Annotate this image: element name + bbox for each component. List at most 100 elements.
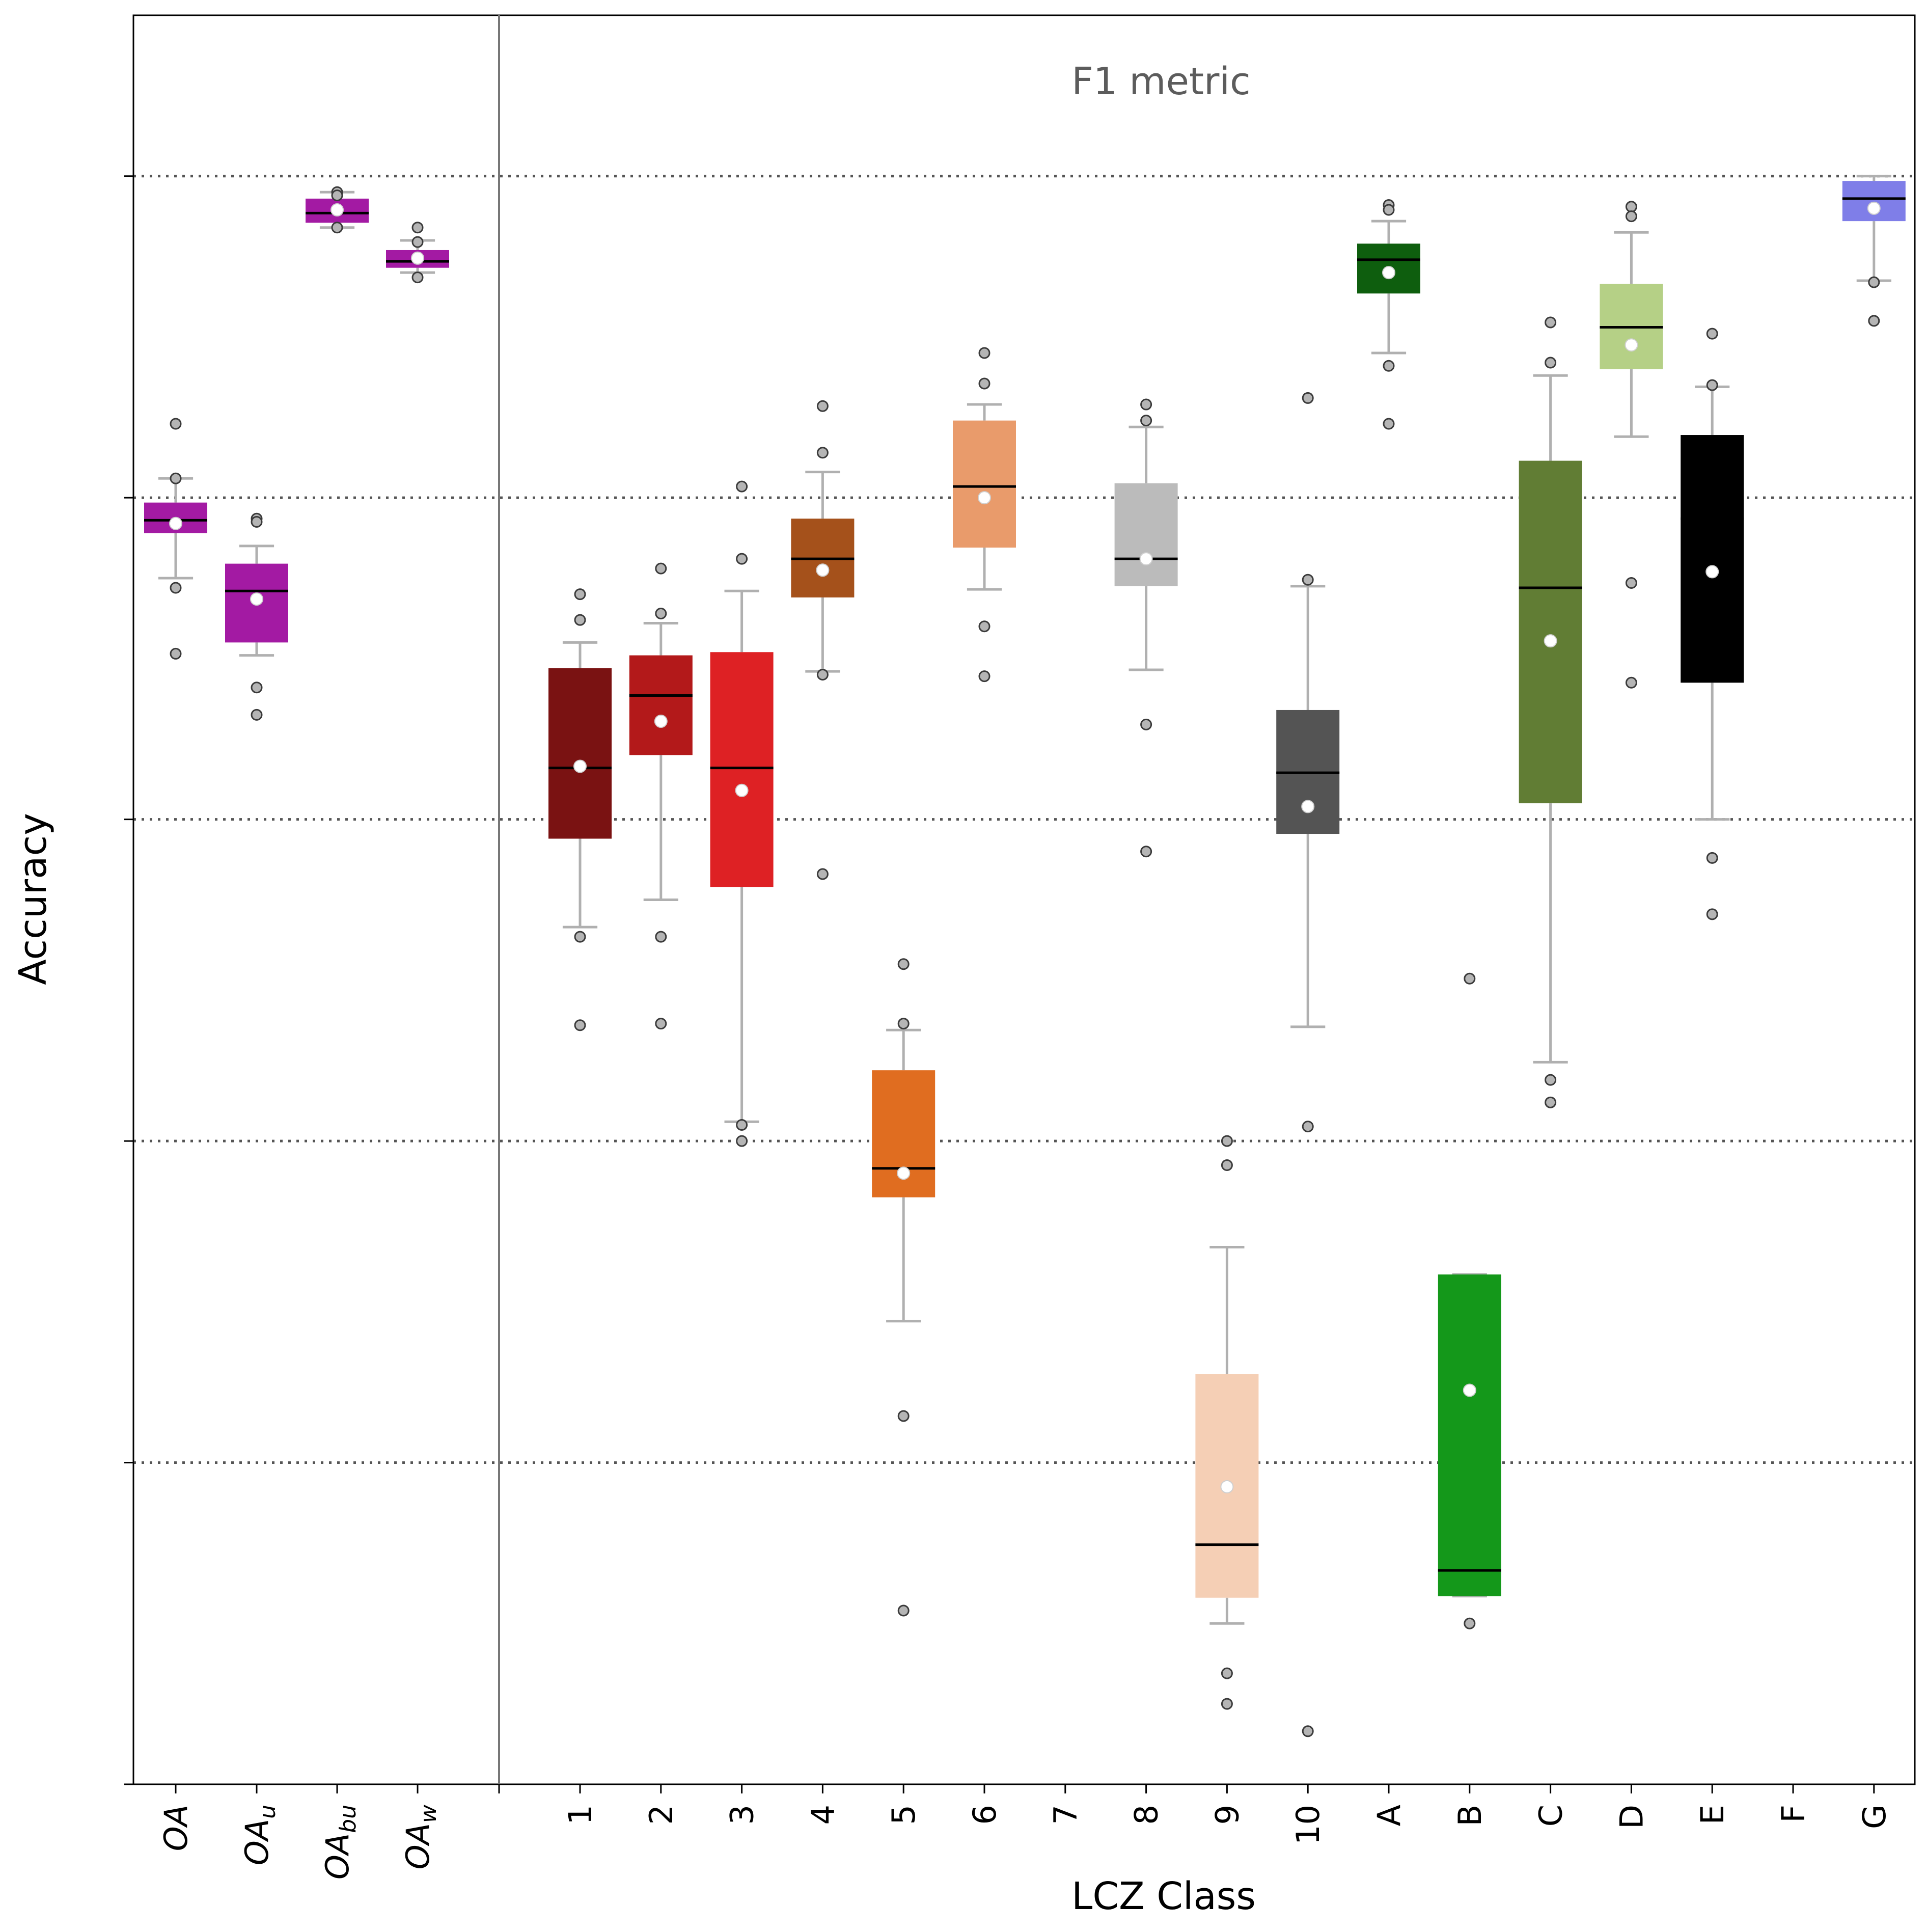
mean-marker: [1382, 266, 1395, 280]
y-axis-title: Accuracy: [11, 813, 55, 985]
outlier-point: [978, 670, 990, 683]
outlier-point: [1545, 1074, 1557, 1086]
x-axis-title: LCZ Class: [1071, 1874, 1256, 1918]
x-tick-label-B: B: [1451, 1805, 1489, 1827]
outlier-point: [736, 1135, 748, 1147]
outlier-point: [655, 608, 667, 620]
mean-marker: [411, 251, 424, 265]
box-iqr: [1681, 435, 1744, 683]
mean-marker: [1867, 201, 1881, 215]
x-tick-label-D: D: [1613, 1805, 1650, 1829]
mean-marker: [573, 759, 587, 773]
box-iqr: [1438, 1274, 1501, 1596]
mean-marker: [1220, 1480, 1234, 1493]
x-tick-label-C: C: [1532, 1805, 1570, 1827]
outlier-point: [1464, 1617, 1476, 1629]
x-tick-label-E: E: [1694, 1805, 1731, 1825]
outlier-point: [170, 647, 182, 660]
outlier-point: [1545, 357, 1557, 369]
x-tick-label-base: OA: [238, 1819, 276, 1865]
outlier-point: [978, 620, 990, 633]
outlier-point: [170, 582, 182, 594]
x-tick-label-OA_w: OAw: [399, 1804, 442, 1869]
mean-marker: [897, 1166, 911, 1180]
x-tick-label-9: 9: [1208, 1805, 1246, 1825]
x-tick-label-subscript: w: [416, 1804, 442, 1823]
outlier-point: [1625, 676, 1637, 689]
box-B: [1438, 972, 1501, 1629]
mean-marker: [1544, 634, 1557, 648]
x-tick-label-OA_u: OAu: [238, 1805, 281, 1865]
outlier-point: [1383, 204, 1395, 216]
outlier-point: [897, 958, 910, 970]
outlier-point: [1140, 415, 1152, 427]
outlier-point: [897, 1018, 910, 1030]
x-tick-label-5: 5: [885, 1805, 922, 1825]
box-5: [872, 958, 936, 1617]
mean-marker: [816, 563, 830, 577]
x-tick-label-1: 1: [562, 1805, 599, 1825]
x-tick-label-4: 4: [804, 1805, 841, 1825]
outlier-point: [170, 472, 182, 484]
box-E: [1681, 328, 1744, 920]
outlier-point: [1221, 1698, 1233, 1710]
x-tick-label-6: 6: [966, 1805, 1003, 1825]
outlier-point: [331, 189, 343, 202]
box-9: [1195, 1135, 1259, 1710]
x-tick-label-7: 7: [1047, 1805, 1084, 1825]
box-8: [1114, 398, 1178, 858]
mean-marker: [654, 715, 668, 728]
box-iqr: [629, 655, 693, 755]
outlier-point: [816, 868, 829, 880]
outlier-point: [1383, 360, 1395, 372]
box-1: [548, 588, 612, 1031]
x-tick-label-10: 10: [1289, 1805, 1327, 1845]
outlier-point: [816, 447, 829, 459]
outlier-point: [574, 588, 586, 601]
x-tick-label-base: OA: [399, 1823, 436, 1869]
outlier-point: [411, 236, 424, 248]
outlier-point: [1706, 379, 1718, 391]
box-6: [953, 347, 1016, 683]
outlier-point: [1706, 908, 1718, 920]
outlier-point: [1706, 328, 1718, 340]
x-tick-label-3: 3: [724, 1805, 761, 1825]
metric-annotation: F1 metric: [1071, 60, 1250, 103]
mean-marker: [1139, 552, 1153, 566]
outlier-point: [331, 222, 343, 234]
outlier-point: [1221, 1667, 1233, 1679]
outlier-point: [1302, 574, 1314, 586]
box-3: [710, 480, 774, 1147]
outlier-point: [1302, 1121, 1314, 1133]
outlier-point: [1383, 418, 1395, 430]
outlier-point: [1302, 392, 1314, 404]
outlier-point: [574, 931, 586, 943]
outlier-point: [1625, 201, 1637, 213]
box-C: [1519, 316, 1582, 1108]
outlier-point: [978, 377, 990, 390]
mean-marker: [978, 491, 991, 505]
outlier-point: [736, 480, 748, 493]
outlier-point: [655, 931, 667, 943]
x-tick-label-subscript: bu: [335, 1805, 361, 1833]
mean-marker: [1705, 565, 1719, 579]
mean-marker: [735, 783, 749, 797]
outlier-point: [978, 347, 990, 359]
box-2: [629, 562, 693, 1030]
outlier-point: [1545, 316, 1557, 329]
box-iqr: [953, 420, 1016, 548]
mean-marker: [1463, 1383, 1476, 1397]
x-tick-label-OA_bu: OAbu: [319, 1805, 361, 1880]
outlier-point: [1140, 398, 1152, 411]
outlier-point: [655, 1018, 667, 1030]
outlier-point: [736, 1119, 748, 1131]
x-tick-label-base: OA: [319, 1833, 356, 1880]
outlier-point: [1868, 315, 1880, 327]
box-OA: [144, 418, 207, 660]
outlier-point: [736, 553, 748, 565]
box-iqr: [1842, 181, 1906, 222]
x-tick-label-F: F: [1775, 1805, 1812, 1823]
outlier-point: [1625, 577, 1637, 589]
outlier-point: [574, 1019, 586, 1031]
x-tick-label-OA: OA: [157, 1805, 195, 1851]
